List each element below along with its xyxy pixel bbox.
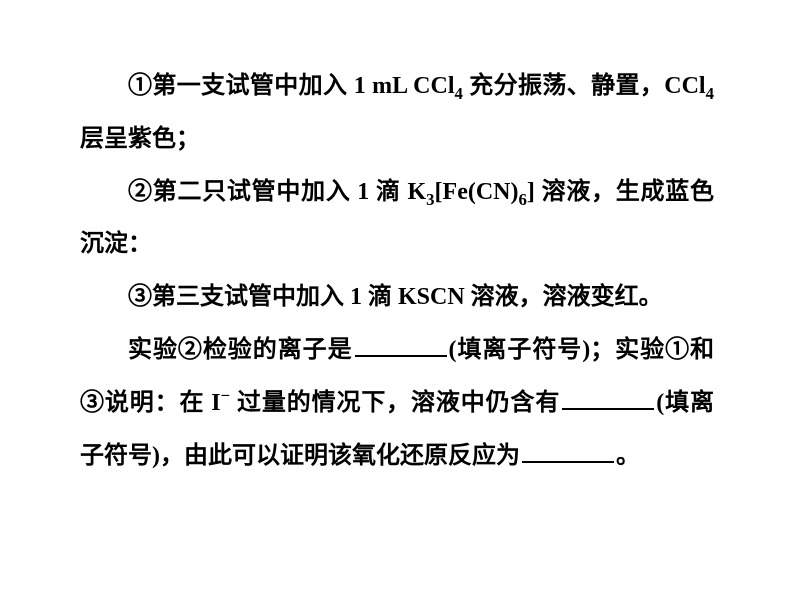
superscript: − [221, 386, 231, 405]
subscript: 4 [706, 84, 714, 103]
fill-blank-1 [355, 333, 447, 357]
experiment-step-3: ③第三支试管中加入 1 滴 KSCN 溶液，溶液变红。 [80, 271, 714, 324]
text-segment: ①第一支试管中加入 1 mL CCl [128, 73, 455, 99]
text-segment: [Fe(CN) [435, 179, 519, 205]
experiment-step-1: ①第一支试管中加入 1 mL CCl4 充分振荡、静置，CCl4 层呈紫色； [80, 60, 714, 166]
subscript: 6 [519, 189, 527, 208]
text-segment: 。 [616, 443, 640, 469]
text-segment: ③第三支试管中加入 1 滴 KSCN 溶液，溶液变红。 [128, 284, 663, 310]
fill-blank-2 [562, 386, 654, 410]
text-segment: 层呈紫色； [80, 126, 200, 152]
fill-blank-3 [522, 439, 614, 463]
text-segment: 实验②检验的离子是 [128, 337, 353, 363]
text-segment: 过量的情况下，溶液中仍含有 [230, 390, 560, 416]
text-segment: 充分振荡、静置，CCl [463, 73, 706, 99]
question-paragraph: 实验②检验的离子是(填离子符号)；实验①和③说明：在 I− 过量的情况下，溶液中… [80, 324, 714, 482]
subscript: 3 [426, 189, 434, 208]
experiment-step-2: ②第二只试管中加入 1 滴 K3[Fe(CN)6] 溶液，生成蓝色沉淀： [80, 166, 714, 272]
text-segment: ②第二只试管中加入 1 滴 K [128, 179, 426, 205]
subscript: 4 [455, 84, 463, 103]
